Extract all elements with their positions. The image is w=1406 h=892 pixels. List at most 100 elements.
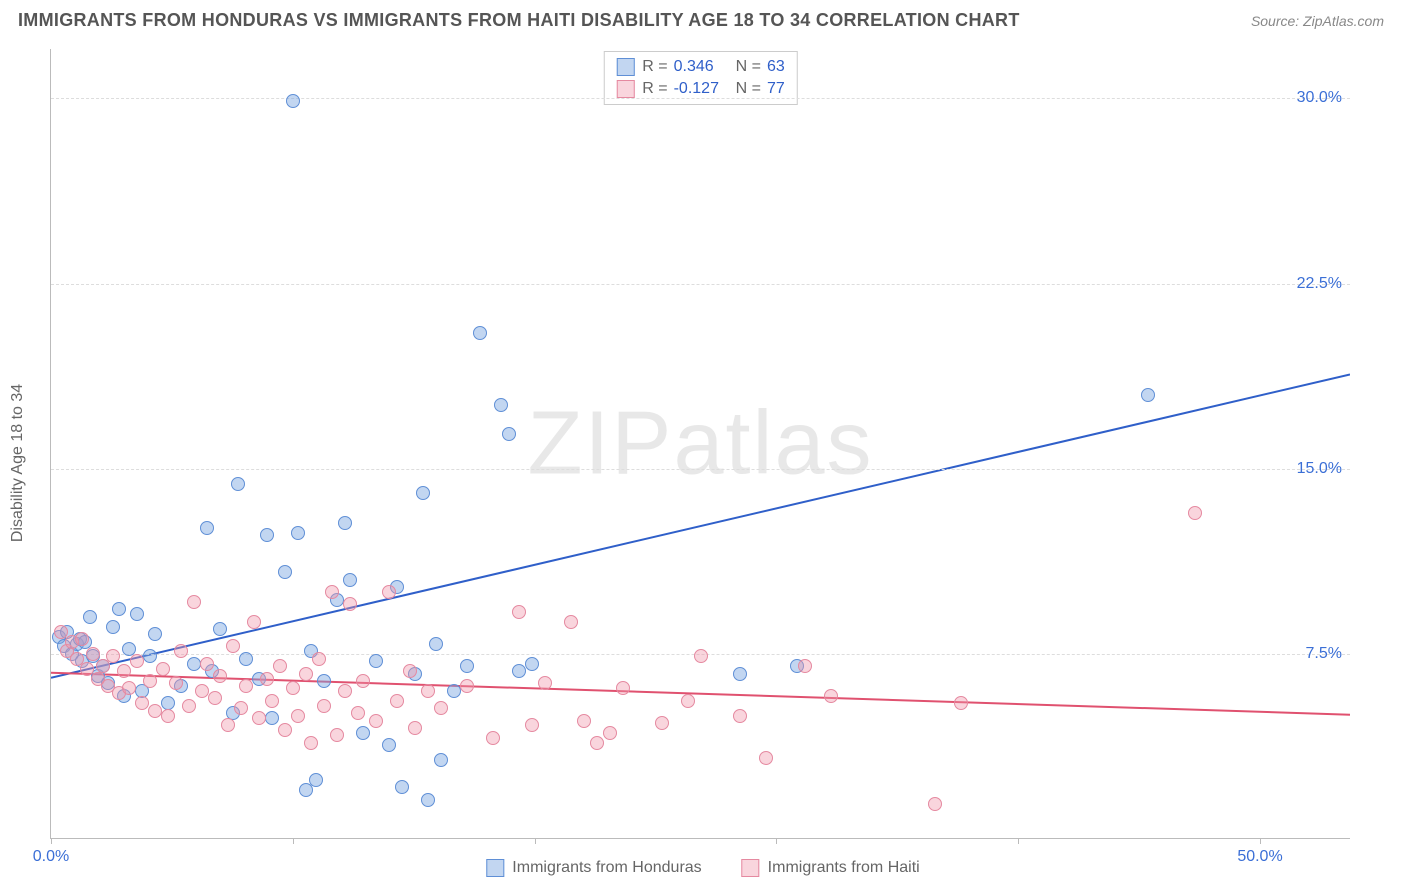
data-point-honduras bbox=[473, 326, 487, 340]
trend-lines bbox=[51, 49, 1350, 838]
data-point-haiti bbox=[408, 721, 422, 735]
data-point-haiti bbox=[130, 654, 144, 668]
swatch-honduras bbox=[486, 859, 504, 877]
data-point-haiti bbox=[86, 647, 100, 661]
data-point-haiti bbox=[106, 649, 120, 663]
data-point-haiti bbox=[234, 701, 248, 715]
data-point-haiti bbox=[525, 718, 539, 732]
chart-container: Disability Age 18 to 34 ZIPatlas R = 0.3… bbox=[0, 39, 1406, 887]
header: IMMIGRANTS FROM HONDURAS VS IMMIGRANTS F… bbox=[0, 0, 1406, 39]
data-point-haiti bbox=[75, 632, 89, 646]
plot-area: ZIPatlas R = 0.346 N = 63 R = -0.127 N = bbox=[50, 49, 1350, 839]
x-tick-label: 0.0% bbox=[33, 848, 69, 866]
data-point-honduras bbox=[421, 793, 435, 807]
data-point-haiti bbox=[390, 694, 404, 708]
data-point-honduras bbox=[112, 602, 126, 616]
data-point-haiti bbox=[135, 696, 149, 710]
data-point-haiti bbox=[338, 684, 352, 698]
data-point-honduras bbox=[343, 573, 357, 587]
chart-title: IMMIGRANTS FROM HONDURAS VS IMMIGRANTS F… bbox=[18, 10, 1020, 31]
trend-line-honduras bbox=[51, 374, 1350, 677]
data-point-haiti bbox=[174, 644, 188, 658]
x-tick bbox=[1018, 838, 1019, 844]
data-point-haiti bbox=[577, 714, 591, 728]
n-value-haiti: 77 bbox=[767, 80, 785, 98]
data-point-honduras bbox=[460, 659, 474, 673]
watermark-atlas: atlas bbox=[673, 393, 873, 493]
data-point-haiti bbox=[681, 694, 695, 708]
data-point-haiti bbox=[343, 597, 357, 611]
data-point-haiti bbox=[403, 664, 417, 678]
swatch-honduras bbox=[616, 58, 634, 76]
data-point-haiti bbox=[512, 605, 526, 619]
data-point-haiti bbox=[304, 736, 318, 750]
data-point-haiti bbox=[122, 681, 136, 695]
data-point-honduras bbox=[83, 610, 97, 624]
data-point-honduras bbox=[291, 526, 305, 540]
data-point-honduras bbox=[309, 773, 323, 787]
data-point-honduras bbox=[369, 654, 383, 668]
gridline-h bbox=[51, 98, 1350, 99]
bottom-legend: Immigrants from Honduras Immigrants from… bbox=[486, 859, 919, 877]
data-point-haiti bbox=[221, 718, 235, 732]
data-point-haiti bbox=[325, 585, 339, 599]
data-point-honduras bbox=[265, 711, 279, 725]
x-tick bbox=[776, 838, 777, 844]
r-label: R = bbox=[642, 58, 667, 76]
legend-item-honduras: Immigrants from Honduras bbox=[486, 859, 701, 877]
data-point-haiti bbox=[351, 706, 365, 720]
source-label: Source: ZipAtlas.com bbox=[1251, 13, 1384, 29]
data-point-haiti bbox=[330, 728, 344, 742]
stats-row-haiti: R = -0.127 N = 77 bbox=[616, 78, 784, 100]
r-label: R = bbox=[642, 80, 667, 98]
data-point-honduras bbox=[733, 667, 747, 681]
data-point-haiti bbox=[226, 639, 240, 653]
y-tick-label: 30.0% bbox=[1297, 89, 1342, 107]
data-point-haiti bbox=[590, 736, 604, 750]
data-point-haiti bbox=[564, 615, 578, 629]
data-point-haiti bbox=[369, 714, 383, 728]
n-label: N = bbox=[736, 80, 761, 98]
stats-row-honduras: R = 0.346 N = 63 bbox=[616, 56, 784, 78]
data-point-honduras bbox=[512, 664, 526, 678]
y-tick-label: 7.5% bbox=[1306, 645, 1342, 663]
data-point-honduras bbox=[502, 427, 516, 441]
data-point-honduras bbox=[395, 780, 409, 794]
data-point-haiti bbox=[312, 652, 326, 666]
x-tick bbox=[51, 838, 52, 844]
data-point-haiti bbox=[616, 681, 630, 695]
y-tick-label: 15.0% bbox=[1297, 460, 1342, 478]
data-point-haiti bbox=[291, 709, 305, 723]
data-point-haiti bbox=[655, 716, 669, 730]
data-point-haiti bbox=[1188, 506, 1202, 520]
legend-label-haiti: Immigrants from Haiti bbox=[768, 859, 920, 877]
data-point-haiti bbox=[434, 701, 448, 715]
x-tick bbox=[1260, 838, 1261, 844]
data-point-haiti bbox=[273, 659, 287, 673]
data-point-honduras bbox=[239, 652, 253, 666]
data-point-honduras bbox=[434, 753, 448, 767]
data-point-haiti bbox=[182, 699, 196, 713]
swatch-haiti bbox=[742, 859, 760, 877]
data-point-honduras bbox=[278, 565, 292, 579]
data-point-honduras bbox=[260, 528, 274, 542]
y-axis-label: Disability Age 18 to 34 bbox=[9, 384, 27, 542]
data-point-haiti bbox=[954, 696, 968, 710]
data-point-haiti bbox=[260, 672, 274, 686]
data-point-haiti bbox=[117, 664, 131, 678]
data-point-honduras bbox=[382, 738, 396, 752]
data-point-haiti bbox=[195, 684, 209, 698]
watermark: ZIPatlas bbox=[527, 392, 873, 495]
r-value-haiti: -0.127 bbox=[674, 80, 730, 98]
legend-label-honduras: Immigrants from Honduras bbox=[512, 859, 701, 877]
data-point-haiti bbox=[460, 679, 474, 693]
data-point-haiti bbox=[928, 797, 942, 811]
data-point-haiti bbox=[200, 657, 214, 671]
y-tick-label: 22.5% bbox=[1297, 275, 1342, 293]
data-point-haiti bbox=[317, 699, 331, 713]
data-point-haiti bbox=[265, 694, 279, 708]
stats-text-honduras: R = 0.346 N = 63 bbox=[642, 58, 784, 76]
data-point-haiti bbox=[759, 751, 773, 765]
data-point-honduras bbox=[106, 620, 120, 634]
data-point-haiti bbox=[286, 681, 300, 695]
